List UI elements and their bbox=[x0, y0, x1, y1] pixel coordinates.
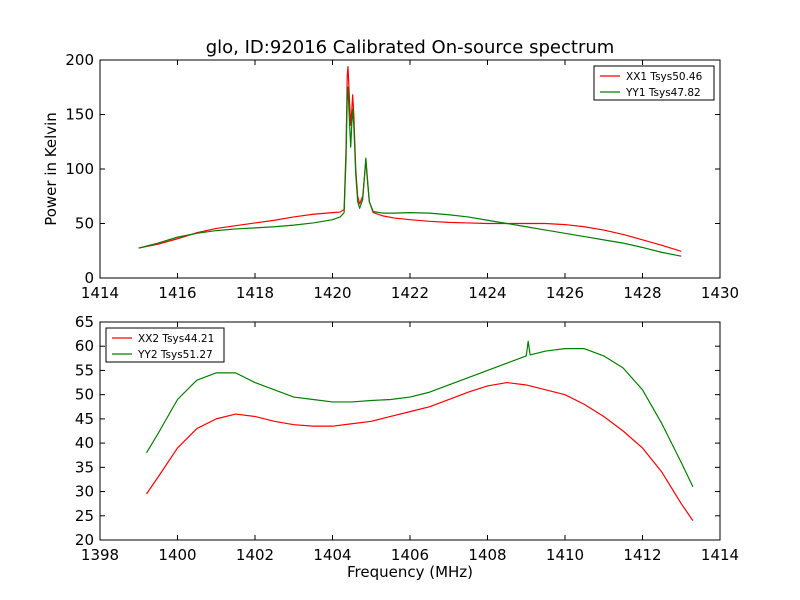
legend-label: XX2 Tsys44.21 bbox=[138, 333, 214, 345]
legend-label: YY2 Tsys51.27 bbox=[137, 349, 213, 361]
y-tick-label: 0 bbox=[84, 269, 94, 287]
series-line-yy bbox=[138, 86, 682, 257]
x-tick-label: 1404 bbox=[313, 546, 351, 564]
y-tick-label: 45 bbox=[75, 410, 94, 428]
y-tick-label: 35 bbox=[75, 458, 94, 476]
x-tick-label: 1430 bbox=[701, 284, 739, 302]
x-tick-label: 1408 bbox=[468, 546, 506, 564]
x-tick-label: 1416 bbox=[158, 284, 196, 302]
bottom-x-axis-label: Frequency (MHz) bbox=[347, 563, 473, 581]
y-tick-label: 55 bbox=[75, 361, 94, 379]
y-tick-label: 25 bbox=[75, 507, 94, 525]
top-panel: 1414 1416 1418 1420 1422 1424 1426 1428 1430 0 50 1… bbox=[65, 51, 739, 302]
y-tick-label: 30 bbox=[75, 483, 94, 501]
series-line-xx bbox=[138, 65, 682, 252]
x-tick-label: 1426 bbox=[546, 284, 584, 302]
x-tick-label: 1400 bbox=[158, 546, 196, 564]
y-tick-label: 50 bbox=[75, 386, 94, 404]
y-tick-label: 100 bbox=[65, 160, 94, 178]
x-tick-label: 1420 bbox=[313, 284, 351, 302]
x-tick-label: 1428 bbox=[623, 284, 661, 302]
series-line-xx bbox=[146, 381, 694, 521]
x-tick-label: 1398 bbox=[81, 546, 119, 564]
x-tick-label: 1414 bbox=[701, 546, 739, 564]
x-tick-label: 1402 bbox=[236, 546, 274, 564]
legend-box bbox=[593, 65, 715, 101]
x-tick-label: 1418 bbox=[236, 284, 274, 302]
x-tick-label: 1424 bbox=[468, 284, 506, 302]
y-tick-label: 65 bbox=[75, 313, 94, 331]
y-tick-label: 200 bbox=[65, 51, 94, 69]
y-tick-label: 150 bbox=[65, 106, 94, 124]
chart-title: glo, ID:92016 Calibrated On-source spect… bbox=[206, 37, 615, 58]
x-tick-label: 1414 bbox=[81, 284, 119, 302]
x-tick-label: 1422 bbox=[391, 284, 429, 302]
y-tick-label: 40 bbox=[75, 434, 94, 452]
legend-box bbox=[105, 327, 225, 363]
legend: XX1 Tsys50.46 YY1 Tsys47.82 bbox=[593, 65, 715, 101]
x-tick-label: 1410 bbox=[546, 546, 584, 564]
series-line-yy bbox=[145, 340, 694, 487]
legend-label: XX1 Tsys50.46 bbox=[626, 71, 703, 83]
top-y-axis-label: Power in Kelvin bbox=[42, 112, 60, 226]
y-tick-label: 50 bbox=[75, 215, 94, 233]
y-tick-label: 20 bbox=[75, 531, 94, 549]
x-tick-label: 1412 bbox=[623, 546, 661, 564]
bottom-panel: 1398 1400 1402 1404 1406 1408 1410 1412 1414 20 25… bbox=[75, 313, 739, 564]
legend: XX2 Tsys44.21 YY2 Tsys51.27 bbox=[105, 327, 225, 363]
legend-label: YY1 Tsys47.82 bbox=[625, 87, 701, 99]
x-tick-label: 1406 bbox=[391, 546, 429, 564]
y-tick-label: 60 bbox=[75, 337, 94, 355]
